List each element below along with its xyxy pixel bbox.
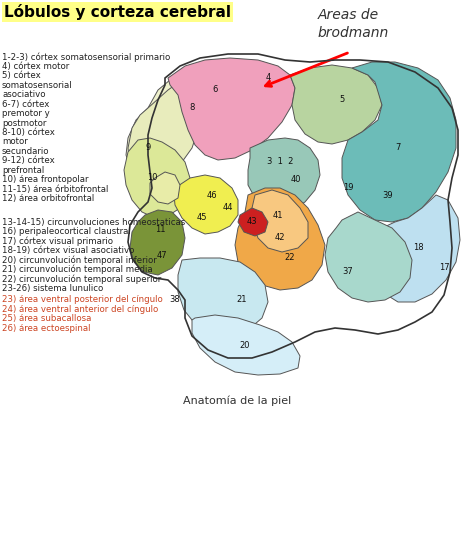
- Text: 13-14-15) circunvoluciones homeostaticas: 13-14-15) circunvoluciones homeostaticas: [2, 217, 185, 227]
- Text: 19: 19: [343, 184, 353, 192]
- Polygon shape: [168, 58, 295, 160]
- Text: 9: 9: [146, 144, 151, 152]
- Polygon shape: [192, 315, 300, 375]
- Text: 17: 17: [439, 263, 449, 273]
- Text: 17) córtex visual primario: 17) córtex visual primario: [2, 236, 113, 246]
- Text: 4) córtex motor: 4) córtex motor: [2, 61, 69, 70]
- Text: 5: 5: [339, 95, 345, 105]
- Text: 23) área ventral posterior del cíngulo: 23) área ventral posterior del cíngulo: [2, 295, 163, 305]
- Text: somatosensorial: somatosensorial: [2, 81, 73, 89]
- Text: 20) circunvolución temporal inferior: 20) circunvolución temporal inferior: [2, 255, 157, 265]
- Text: 25) área subacallosa: 25) área subacallosa: [2, 314, 91, 324]
- Text: 44: 44: [223, 203, 233, 212]
- Polygon shape: [130, 210, 185, 275]
- Text: 26) área ectoespinal: 26) área ectoespinal: [2, 324, 91, 333]
- Text: secundario: secundario: [2, 147, 49, 156]
- Polygon shape: [124, 138, 190, 218]
- Text: 10) área frontopolar: 10) área frontopolar: [2, 176, 89, 184]
- Text: 16) peripaleocortical claustral: 16) peripaleocortical claustral: [2, 227, 131, 236]
- Text: 18: 18: [413, 243, 423, 253]
- Text: 43: 43: [246, 217, 257, 227]
- Text: 18-19) córtex visual asociativo: 18-19) córtex visual asociativo: [2, 246, 134, 255]
- Polygon shape: [252, 190, 308, 252]
- Text: 6: 6: [212, 86, 218, 94]
- Text: 1-2-3) córtex somatosensorial primario: 1-2-3) córtex somatosensorial primario: [2, 52, 170, 61]
- Text: Areas de: Areas de: [318, 8, 379, 22]
- Text: 47: 47: [157, 250, 167, 260]
- Text: 41: 41: [273, 210, 283, 220]
- Text: 9-12) córtex: 9-12) córtex: [2, 157, 55, 165]
- Text: 45: 45: [197, 214, 207, 223]
- Polygon shape: [248, 138, 320, 212]
- Text: 38: 38: [170, 295, 181, 305]
- Text: 22: 22: [285, 254, 295, 262]
- Text: 8: 8: [189, 104, 195, 113]
- Polygon shape: [325, 212, 412, 302]
- Polygon shape: [174, 175, 238, 234]
- Polygon shape: [178, 258, 268, 336]
- Polygon shape: [238, 208, 268, 236]
- Text: 10: 10: [147, 173, 157, 183]
- Text: 5) córtex: 5) córtex: [2, 71, 41, 80]
- Polygon shape: [128, 80, 202, 180]
- Text: 11-15) área órbitofrontal: 11-15) área órbitofrontal: [2, 185, 109, 194]
- Text: 4: 4: [265, 74, 271, 82]
- Text: 6-7) córtex: 6-7) córtex: [2, 100, 49, 108]
- Text: Anatomía de la piel: Anatomía de la piel: [183, 395, 291, 405]
- Polygon shape: [235, 188, 325, 290]
- Text: 46: 46: [207, 190, 217, 199]
- Text: brodmann: brodmann: [318, 26, 389, 40]
- Text: 8-10) córtex: 8-10) córtex: [2, 128, 55, 137]
- Text: 22) circunvolución temporal superior: 22) circunvolución temporal superior: [2, 274, 161, 284]
- Polygon shape: [126, 76, 202, 182]
- Text: 11: 11: [155, 225, 165, 235]
- Text: motor: motor: [2, 138, 28, 146]
- Text: 39: 39: [383, 190, 393, 199]
- Text: 24) área ventral anterior del cíngulo: 24) área ventral anterior del cíngulo: [2, 305, 158, 314]
- Text: 37: 37: [343, 268, 354, 276]
- Text: Lóbulos y corteza cerebral: Lóbulos y corteza cerebral: [4, 4, 231, 20]
- Polygon shape: [290, 65, 382, 144]
- Text: 3  1  2: 3 1 2: [267, 158, 293, 166]
- Text: 20: 20: [240, 340, 250, 350]
- Text: 40: 40: [291, 176, 301, 184]
- Text: 21) circunvolución temporal media: 21) circunvolución temporal media: [2, 265, 153, 274]
- Text: prefrontal: prefrontal: [2, 166, 44, 175]
- Text: 7: 7: [395, 144, 401, 152]
- Text: 21: 21: [237, 295, 247, 305]
- Polygon shape: [342, 62, 456, 222]
- Text: 42: 42: [275, 234, 285, 242]
- Text: 12) área orbitofrontal: 12) área orbitofrontal: [2, 195, 94, 203]
- Text: 23-26) sistema lunulico: 23-26) sistema lunulico: [2, 284, 103, 293]
- Polygon shape: [368, 195, 460, 302]
- Polygon shape: [150, 172, 180, 204]
- Text: postmotor: postmotor: [2, 119, 46, 127]
- Text: premotor y: premotor y: [2, 109, 50, 118]
- Text: asociativo: asociativo: [2, 90, 46, 99]
